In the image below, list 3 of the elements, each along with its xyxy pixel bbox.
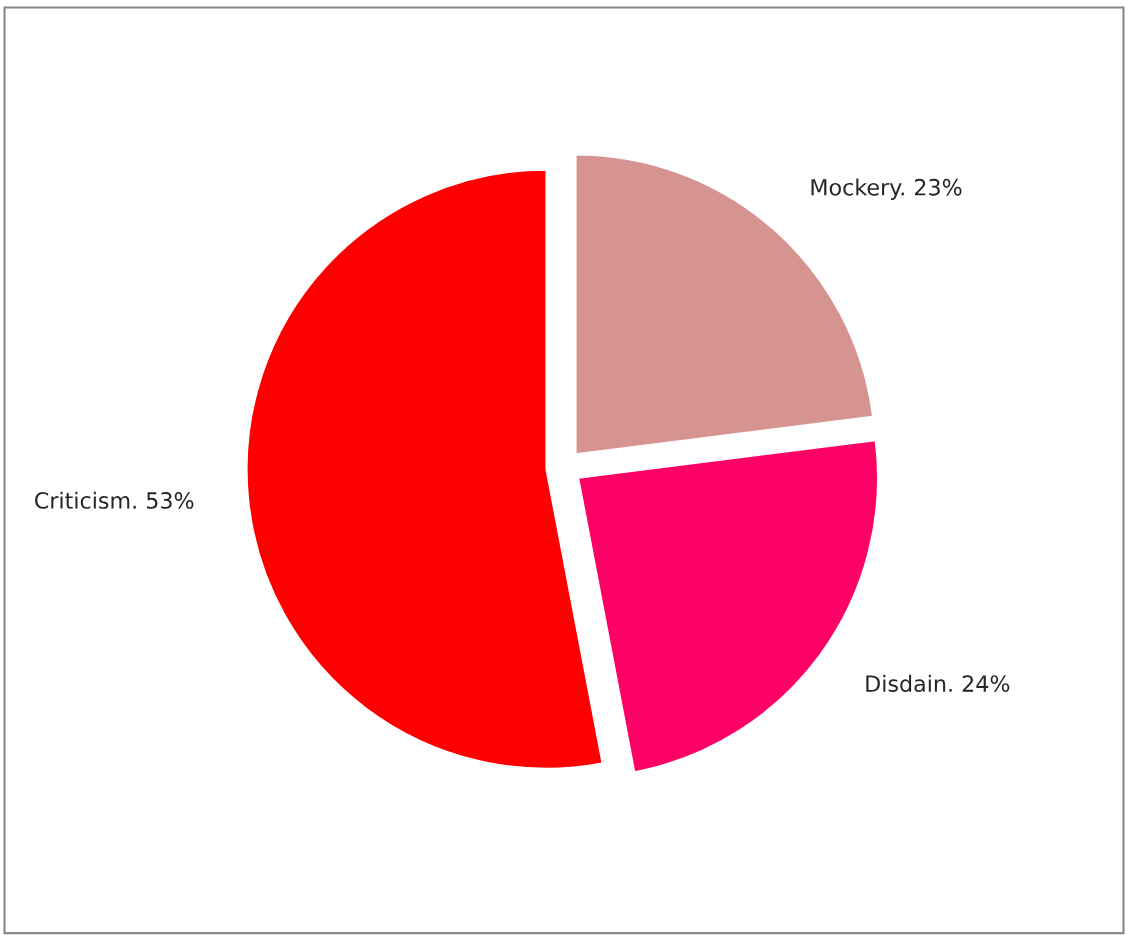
- slice-label: Disdain. 24%: [866, 674, 1010, 693]
- slice-label: Criticism. 53%: [35, 491, 194, 509]
- slice-label: Mockery. 23%: [811, 178, 962, 200]
